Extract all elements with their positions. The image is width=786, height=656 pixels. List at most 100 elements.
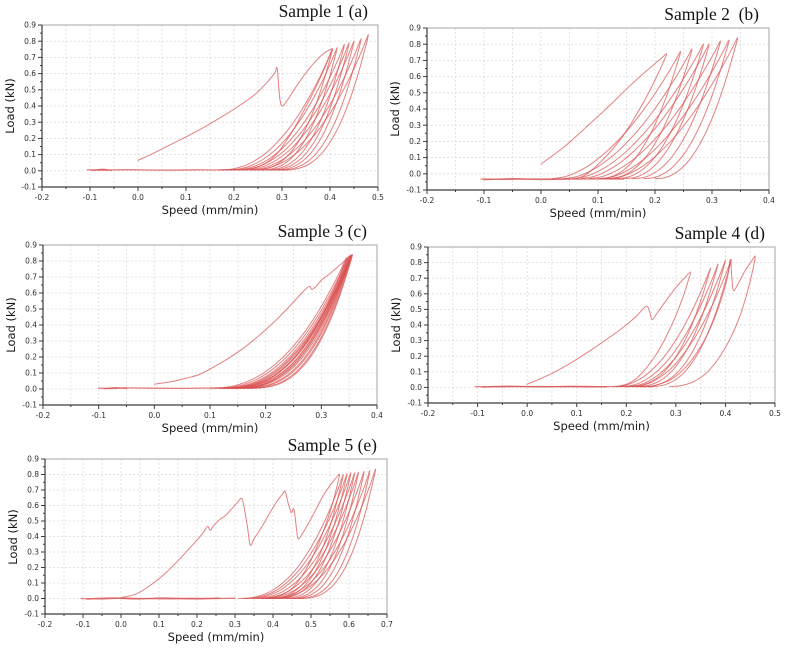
svg-text:-0.1: -0.1 [76, 620, 91, 629]
svg-text:0.7: 0.7 [381, 620, 393, 629]
svg-text:0.3: 0.3 [409, 121, 421, 130]
svg-text:0.1: 0.1 [204, 411, 216, 420]
svg-text:0.9: 0.9 [409, 24, 421, 33]
svg-text:0.2: 0.2 [25, 353, 37, 362]
series-cycle-5 [251, 472, 356, 599]
svg-text:0.4: 0.4 [25, 321, 37, 330]
series-cycle-4 [231, 43, 345, 171]
svg-text:0.6: 0.6 [27, 501, 39, 510]
x-axis-label-sample-1: Speed (mm/min) [161, 203, 259, 217]
svg-text:0.8: 0.8 [24, 37, 36, 46]
svg-text:-0.1: -0.1 [22, 401, 37, 410]
plot-sample-1: -0.2 -0.1 0.0 0.1 0.2 0.3 0.4 0.5-0.10.00.10.20… [21, 21, 384, 202]
svg-text:0.4: 0.4 [410, 321, 422, 330]
svg-text:0.0: 0.0 [132, 193, 144, 202]
svg-text:0.4: 0.4 [409, 105, 421, 114]
svg-text:-0.1: -0.1 [83, 193, 98, 202]
series-cycle-6 [240, 40, 355, 171]
chart-title-sample-2: Sample 2 (b) [664, 4, 759, 24]
series-cycle-9 [240, 254, 353, 389]
svg-text:0.8: 0.8 [27, 470, 39, 479]
svg-text:0.8: 0.8 [410, 258, 422, 267]
series-baseline-overdraw [86, 597, 221, 600]
series-cycle-7 [261, 470, 365, 599]
svg-text:0.7: 0.7 [24, 53, 36, 62]
svg-text:-0.2: -0.2 [421, 409, 436, 418]
svg-text:0.8: 0.8 [409, 40, 421, 49]
series-cycle-4 [625, 259, 726, 388]
svg-text:-0.2: -0.2 [420, 196, 435, 205]
svg-text:0.9: 0.9 [27, 455, 39, 464]
series-baseline-overdraw [481, 385, 608, 388]
x-axis-label-sample-3: Speed (mm/min) [161, 421, 259, 435]
chart-title-sample-1: Sample 1 (a) [278, 1, 368, 21]
series-cycle-2 [219, 48, 333, 171]
series-cycle-8 [608, 37, 739, 180]
svg-text:0.1: 0.1 [592, 196, 604, 205]
series-cycle-3 [215, 256, 349, 389]
series-cycle-4 [571, 43, 704, 180]
svg-text:0.4: 0.4 [27, 532, 39, 541]
series-cycle-4 [220, 255, 350, 389]
svg-text:0.6: 0.6 [343, 620, 355, 629]
series-cycle-9 [270, 468, 377, 599]
x-axis-label-sample-5: Speed (mm/min) [167, 630, 265, 644]
svg-text:0.4: 0.4 [267, 620, 279, 629]
x-axis-label-sample-4: Speed (mm/min) [553, 419, 650, 433]
svg-text:0.8: 0.8 [25, 257, 37, 266]
svg-text:0.6: 0.6 [25, 289, 37, 298]
svg-text:-0.1: -0.1 [470, 409, 485, 418]
svg-text:0.2: 0.2 [228, 193, 240, 202]
svg-text:0.0: 0.0 [410, 383, 422, 392]
plot-sample-2: -0.2 -0.1 0.0 0.1 0.2 0.3 0.4-0.10.00.10.20.30… [406, 24, 775, 205]
series-cycle-1 [137, 48, 333, 171]
svg-text:0.0: 0.0 [27, 594, 39, 603]
series-cycle-1 [540, 53, 668, 180]
series-cycle-6 [226, 254, 352, 389]
svg-text:-0.2: -0.2 [35, 193, 50, 202]
svg-text:0.3: 0.3 [315, 411, 327, 420]
series-cycle-5 [235, 42, 350, 171]
series-cycle-5 [580, 43, 710, 180]
series-cycle-3 [620, 263, 719, 388]
svg-text:0.9: 0.9 [25, 241, 37, 250]
svg-text:0.5: 0.5 [27, 517, 39, 526]
svg-text:0.5: 0.5 [24, 85, 36, 94]
series-cycle-6 [257, 471, 359, 599]
svg-text:0.9: 0.9 [24, 21, 36, 30]
svg-text:0.3: 0.3 [410, 336, 422, 345]
svg-text:-0.2: -0.2 [36, 411, 51, 420]
svg-text:0.2: 0.2 [24, 134, 36, 143]
svg-text:0.6: 0.6 [24, 69, 36, 78]
y-axis-label-sample-4: Load (kN) [389, 297, 403, 353]
svg-text:0.1: 0.1 [25, 369, 37, 378]
svg-text:0.1: 0.1 [180, 193, 192, 202]
svg-text:-0.1: -0.1 [407, 399, 422, 408]
svg-text:0.5: 0.5 [372, 193, 384, 202]
y-axis-label-sample-3: Load (kN) [4, 297, 18, 353]
svg-text:0.1: 0.1 [571, 409, 583, 418]
series-cycle-2 [209, 257, 347, 389]
svg-text:0.1: 0.1 [24, 150, 36, 159]
series-cycle-2 [613, 267, 712, 388]
svg-text:0.4: 0.4 [324, 193, 336, 202]
svg-text:0.5: 0.5 [25, 305, 37, 314]
x-axis-label-sample-2: Speed (mm/min) [549, 206, 647, 220]
svg-text:0.5: 0.5 [410, 305, 422, 314]
plot-sample-3: -0.2 -0.1 0.0 0.1 0.2 0.3 0.4-0.10.00.10.20.30… [22, 241, 383, 420]
svg-text:0.0: 0.0 [115, 620, 127, 629]
y-axis-label-sample-2: Load (kN) [388, 81, 402, 137]
svg-text:-0.1: -0.1 [406, 186, 421, 195]
svg-text:0.5: 0.5 [305, 620, 317, 629]
series-cycle-7 [600, 39, 730, 180]
svg-text:0.4: 0.4 [371, 411, 383, 420]
svg-text:0.0: 0.0 [521, 409, 533, 418]
svg-text:0.7: 0.7 [409, 56, 421, 65]
svg-text:0.9: 0.9 [410, 243, 422, 252]
svg-text:0.3: 0.3 [706, 196, 718, 205]
svg-text:0.2: 0.2 [409, 137, 421, 146]
svg-text:0.2: 0.2 [191, 620, 203, 629]
svg-text:0.1: 0.1 [410, 367, 422, 376]
